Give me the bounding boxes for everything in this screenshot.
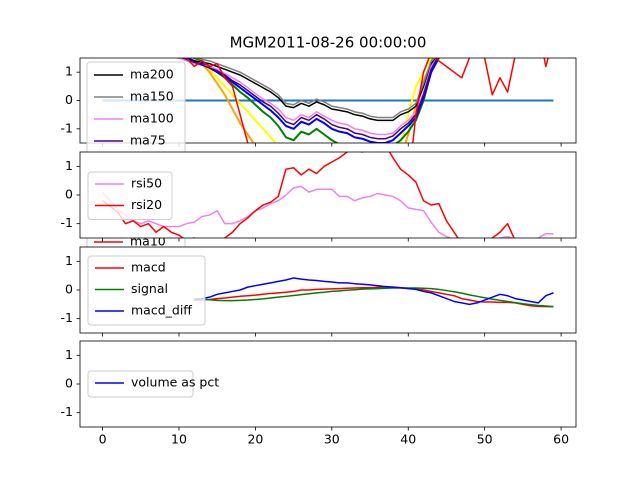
plot-area: [101, 152, 554, 238]
series-line: [184, 58, 441, 143]
y-tick-label: 0: [65, 376, 73, 391]
legend-label: rsi20: [131, 197, 162, 212]
series-line: [190, 58, 435, 119]
y-tick-label: 0: [65, 282, 73, 297]
legend-label: signal: [131, 281, 168, 296]
series-line: [101, 185, 554, 238]
plot-area: [194, 277, 554, 308]
x-tick-label: 10: [171, 432, 187, 447]
y-tick-label: 0: [65, 187, 73, 202]
series-line: [194, 277, 554, 306]
legend-label: ma100: [130, 111, 174, 126]
y-tick-label: 1: [65, 253, 73, 268]
x-tick-label: 30: [324, 432, 340, 447]
x-tick-label: 0: [99, 432, 107, 447]
y-tick-label: -1: [61, 404, 73, 419]
y-tick-label: 1: [65, 64, 73, 79]
legend-label: macd: [131, 260, 166, 275]
y-tick-label: 0: [65, 92, 73, 107]
x-tick-label: 50: [477, 432, 493, 447]
series-line: [194, 287, 554, 308]
legend-label: ma150: [130, 89, 174, 104]
series-line: [176, 58, 438, 122]
y-tick-label: -1: [61, 120, 73, 135]
chart-title: MGM2011-08-26 00:00:00: [230, 34, 427, 52]
legend-label: ma200: [130, 67, 174, 82]
legend-label: rsi50: [131, 176, 162, 191]
y-tick-label: 1: [65, 347, 73, 362]
series-line: [102, 152, 515, 238]
y-tick-label: -1: [61, 310, 73, 325]
series-line: [182, 58, 439, 140]
x-tick-label: 40: [400, 432, 416, 447]
y-tick-label: -1: [61, 215, 73, 230]
series-line: [176, 58, 438, 136]
legend-label: macd_diff: [131, 303, 192, 318]
legend-box: [87, 255, 206, 326]
legend-box: [87, 370, 194, 398]
series-line: [194, 286, 554, 308]
legend-label: ma75: [130, 133, 166, 148]
x-tick-label: 20: [247, 432, 263, 447]
y-tick-label: 1: [65, 158, 73, 173]
x-tick-label: 60: [553, 432, 569, 447]
legend-label: volume as pct: [131, 375, 219, 390]
series-line: [191, 58, 439, 143]
